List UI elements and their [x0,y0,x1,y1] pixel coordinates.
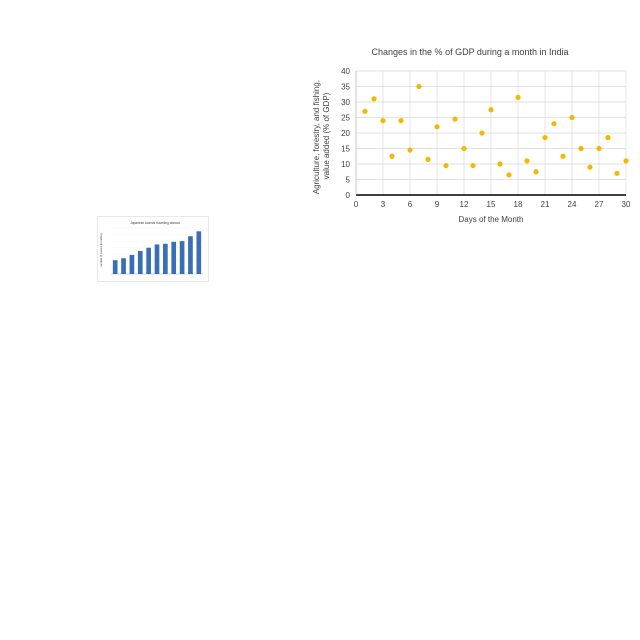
x-axis-label: Days of the Month [459,215,524,224]
y-tick-label: 10 [341,160,350,169]
data-point [524,158,530,164]
data-point [470,162,476,169]
data-point [578,145,584,152]
thumbnail-y-label: number of tourists (in million) [99,233,103,266]
thumbnail-bar [171,241,177,274]
data-point [416,83,422,90]
x-tick-label: 27 [595,200,604,209]
data-point [398,118,404,124]
x-tick-label: 12 [460,200,469,209]
tick-labels: 0 3 6 9 12 15 18 21 24 27 30 0 5 10 15 20 25 30 35 40 [341,67,631,209]
thumbnail-bar [179,241,185,274]
data-point [380,118,386,124]
data-point [551,121,557,127]
y-tick-label: 40 [341,67,350,76]
data-point [623,158,629,164]
y-tick-label: 15 [341,145,350,154]
x-tick-label: 15 [487,200,496,209]
y-tick-label: 20 [341,129,350,138]
y-tick-label: 5 [346,176,351,185]
x-tick-label: 24 [568,200,577,209]
thumbnail-bar [129,254,135,274]
data-point [515,94,521,100]
thumbnail-bar [146,247,151,274]
data-point [434,124,440,130]
data-point [407,147,413,153]
y-tick-label: 25 [341,114,350,123]
x-tick-label: 30 [622,200,631,209]
data-point [497,161,503,167]
data-point [533,169,539,175]
y-tick-label: 30 [341,98,350,107]
thumbnail-bar [112,260,118,274]
thumbnail-title: Japanese tourists travelling abroad [130,221,180,225]
grid [355,70,627,196]
y-axis-label-line-1: Agriculture, forestry, and fishing, [312,80,321,194]
data-point [461,145,467,152]
data-point [452,116,458,122]
thumbnail-bar [188,236,193,274]
data-point [569,114,575,121]
thumbnail-bar [196,231,202,274]
data-point [362,108,368,114]
data-point [587,164,593,170]
thumbnail-bar [137,251,143,274]
data-point [542,135,548,141]
y-axis-label-line-2: value added (% of GDP) [322,92,331,179]
x-tick-label: 0 [354,200,359,209]
data-point [596,145,602,152]
data-point [560,153,566,159]
scatter-chart: Changes in the % of GDP during a month i… [312,47,631,224]
x-tick-label: 9 [435,200,440,209]
x-tick-label: 6 [408,200,413,209]
thumbnail-bar [121,258,126,274]
data-point [479,130,485,136]
y-axis-label: Agriculture, forestry, and fishing, valu… [312,78,331,194]
data-points [362,83,629,178]
x-tick-label: 3 [381,200,386,209]
chart-title: Changes in the % of GDP during a month i… [372,47,569,57]
thumbnail-bar [154,244,160,274]
x-tick-label: 21 [541,200,550,209]
data-point [506,172,512,178]
data-point [371,96,377,102]
y-tick-label: 35 [341,83,350,92]
data-point [443,162,449,169]
thumbnail-bars [111,227,203,275]
data-point [389,153,395,159]
x-tick-label: 18 [514,200,523,209]
thumbnail-bar-chart: Japanese tourists travelling abroad numb… [97,216,209,282]
data-point [488,107,494,113]
data-point [425,156,431,162]
thumbnail-bar [163,243,168,274]
y-tick-label: 0 [346,191,351,200]
data-point [614,170,620,176]
data-point [605,135,611,141]
